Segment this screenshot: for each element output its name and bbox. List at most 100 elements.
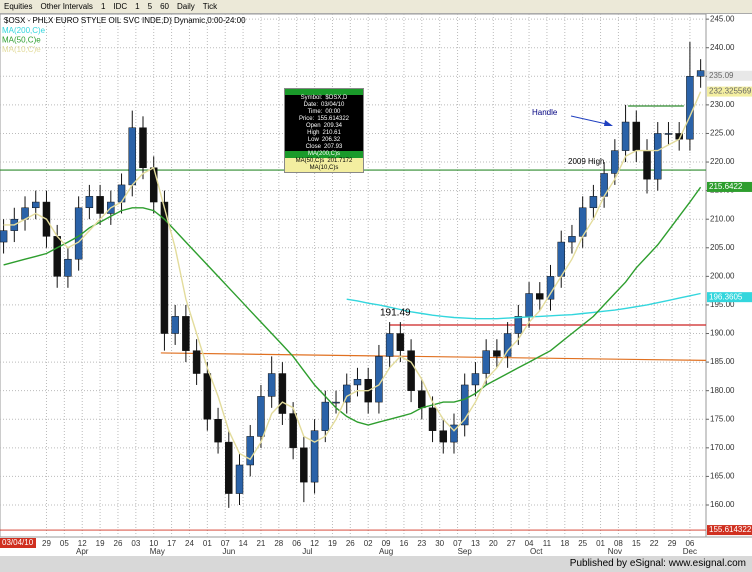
toolbar-item: Equities (4, 2, 33, 11)
candle-body (149, 167, 158, 203)
y-tick-label: 230.00 (710, 100, 735, 109)
candle-body (246, 436, 254, 466)
toolbar-item: Other Intervals (40, 2, 93, 11)
y-tick-label: 190.00 (710, 329, 735, 338)
y-tick-label: 210.00 (710, 214, 735, 223)
data-row: Time: 00:00 (285, 109, 363, 116)
candle-body (418, 390, 426, 409)
x-tick-label: 10 (149, 539, 158, 548)
toolbar-item: 1 (100, 2, 106, 11)
chart: Handle 2009 High 191.49 $OSX - PHLX EURO… (0, 14, 752, 556)
data-cell: High (307, 130, 320, 136)
data-row: Open 209.34 (285, 123, 363, 130)
x-tick-label: 26 (114, 539, 123, 548)
data-row: Close 207.93 (285, 144, 363, 151)
data-cell: Time: (307, 109, 323, 115)
cursor-date: 03/04/10 (2, 538, 34, 547)
level-line (160, 352, 707, 361)
candle-body (160, 201, 169, 334)
y-tick-label: 165.00 (710, 472, 735, 481)
x-tick-label: 02 (364, 539, 373, 548)
price-box-label: 215.6422 (709, 182, 743, 191)
data-row: Symbol: $OSX,D (285, 95, 363, 102)
x-tick-label: 29 (42, 539, 51, 548)
candle-body (53, 236, 61, 277)
x-tick-label: 06 (292, 539, 301, 548)
data-cell: Close (305, 144, 321, 150)
footer: Published by eSignal: www.esignal.com (0, 556, 752, 572)
x-tick-label: 23 (417, 539, 426, 548)
candle-body (632, 121, 641, 151)
data-cell: MA(200,C)s (307, 151, 340, 157)
candle-body (653, 133, 662, 180)
x-tick-label: 07 (221, 539, 230, 548)
y-tick-label: 205.00 (710, 243, 735, 252)
month-label: Dec (683, 547, 697, 556)
x-tick-label: 01 (596, 539, 605, 548)
price-box-label: 155.614322 (709, 525, 752, 534)
candle-body (257, 396, 265, 437)
price-box (707, 86, 752, 97)
candle-body (493, 350, 501, 357)
candle-body (407, 350, 415, 391)
x-tick-label: 16 (399, 539, 408, 548)
x-tick-label: 12 (78, 539, 87, 548)
x-tick-label: 09 (382, 539, 391, 548)
y-tick-label: 220.00 (710, 157, 735, 166)
x-tick-label: 26 (346, 539, 355, 548)
ma-line (3, 186, 702, 426)
y-tick-label: 160.00 (710, 500, 735, 509)
data-cell: Open (305, 123, 321, 129)
candle-body (375, 356, 383, 403)
toolbar-item: 1 (135, 2, 140, 11)
data-window-header (285, 89, 363, 95)
x-tick-label: 04 (525, 539, 534, 548)
data-row: MA(200,C)s (285, 151, 363, 158)
data-cell: 207.93 (323, 144, 343, 150)
ma-line (3, 91, 702, 461)
x-tick-label: 21 (256, 539, 265, 548)
x-tick-label: 28 (274, 539, 283, 548)
data-cell: Price: (298, 116, 315, 122)
price-box (707, 181, 752, 192)
price-box (707, 292, 752, 303)
data-cell: 00:00 (325, 109, 341, 115)
candle-body (514, 316, 523, 334)
month-label: Jun (222, 547, 235, 556)
candle-body (182, 316, 190, 351)
x-tick-label: 11 (543, 539, 552, 548)
x-tick-label: 15 (632, 539, 641, 548)
price-axis (706, 14, 752, 556)
data-cell: 210.61 (322, 130, 341, 136)
data-row: MA(50,C)s 201.7172 (285, 158, 363, 165)
x-tick-label: 14 (239, 539, 248, 548)
candle-body (696, 70, 705, 77)
candle-body (428, 407, 437, 431)
month-label: Oct (530, 547, 543, 556)
candle-body (536, 293, 544, 300)
candle-body (643, 150, 651, 180)
candle-body (686, 76, 694, 140)
candle-body (503, 333, 512, 357)
arrow-head (604, 120, 613, 126)
toolbar-item: Tick (202, 2, 218, 11)
x-tick-label: 27 (507, 539, 516, 548)
candle-body (482, 350, 490, 374)
y-tick-label: 180.00 (710, 386, 735, 395)
y-tick-label: 200.00 (710, 271, 735, 280)
month-label: Apr (76, 547, 89, 556)
candle-body (203, 373, 212, 420)
plot-layer (0, 14, 707, 537)
arrow (570, 115, 612, 126)
candle-body (278, 373, 287, 414)
candle-body (117, 184, 126, 203)
month-label: May (150, 547, 165, 556)
y-tick-label: 175.00 (710, 414, 735, 423)
y-tick-label: 195.00 (710, 300, 735, 309)
candle-body (568, 236, 576, 243)
candle-body (289, 413, 297, 449)
candle-body (621, 121, 630, 151)
x-tick-label: 07 (453, 539, 462, 548)
x-tick-label: 22 (650, 539, 659, 548)
